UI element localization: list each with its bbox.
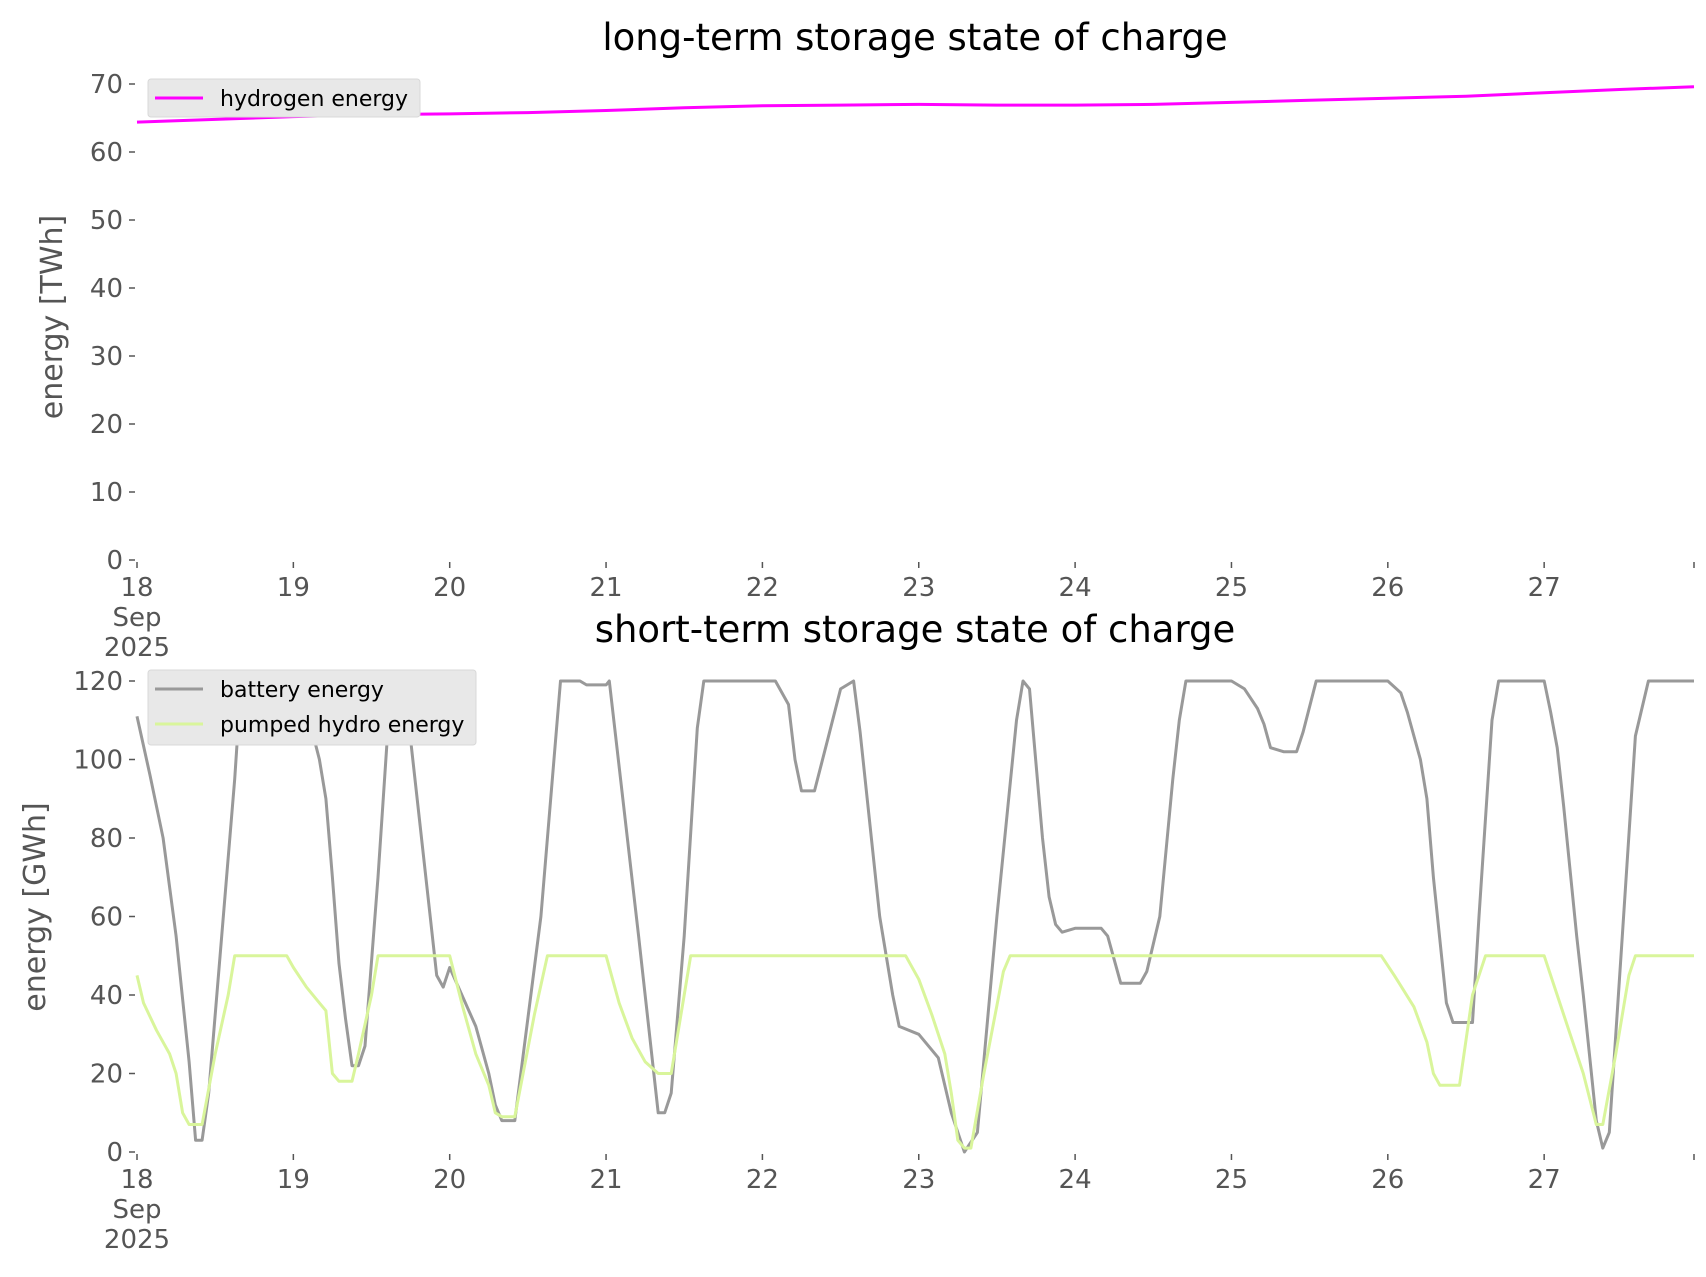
x-tick-label: 26 — [1371, 573, 1404, 603]
x-tick-label: 23 — [902, 573, 935, 603]
y-tick-label: 80 — [90, 824, 123, 854]
x-tick-label: 27 — [1528, 573, 1561, 603]
x-tick-label: 21 — [590, 1165, 623, 1195]
legend-label-pumped-hydro: pumped hydro energy — [220, 713, 464, 738]
y-tick-label: 10 — [90, 478, 123, 508]
y-tick-label: 40 — [90, 981, 123, 1011]
y-tick-label: 60 — [90, 138, 123, 168]
short-term-chart-panel: short-term storage state of charge energ… — [18, 608, 1695, 1255]
y-tick-label: 50 — [90, 206, 123, 236]
short-term-axes: 0 20 40 60 80 100 120 18 Sep 2025 19 20 21 22 23 24 25 26… — [73, 667, 1695, 1255]
x-tick-label: 19 — [277, 1165, 310, 1195]
x-tick-label: 22 — [746, 573, 779, 603]
y-tick-label: 70 — [90, 70, 123, 100]
x-tick-label: 20 — [433, 573, 466, 603]
x-tick-label: 20 — [433, 1165, 466, 1195]
short-term-chart-title: short-term storage state of charge — [595, 608, 1236, 651]
y-tick-label: 30 — [90, 342, 123, 372]
short-term-series-lines — [135, 679, 1694, 1154]
x-tick-label: 19 — [277, 573, 310, 603]
x-tick-label: 25 — [1215, 573, 1248, 603]
long-term-chart-panel: long-term storage state of charge energy… — [35, 16, 1695, 663]
y-tick-label: 100 — [73, 746, 123, 776]
short-term-legend-box — [147, 669, 477, 746]
x-tick-label: 27 — [1528, 1165, 1561, 1195]
x-tick-label: 18 Sep 2025 — [104, 1165, 170, 1255]
long-term-legend-box — [147, 78, 421, 118]
y-tick-label: 20 — [90, 410, 123, 440]
long-term-chart-title: long-term storage state of charge — [602, 16, 1227, 59]
x-tick-label: 21 — [590, 573, 623, 603]
long-term-y-axis-label: energy [TWh] — [35, 215, 70, 419]
x-tick-label: 23 — [902, 1165, 935, 1195]
y-tick-label: 120 — [73, 667, 123, 697]
x-tick-label: 22 — [746, 1165, 779, 1195]
series-line-pumped-hydro-energy — [135, 954, 1694, 1150]
legend-label-battery: battery energy — [220, 678, 384, 703]
x-tick-label: 18 Sep 2025 — [104, 573, 170, 663]
x-tick-label: 24 — [1059, 1165, 1092, 1195]
x-tick-label: 24 — [1059, 573, 1092, 603]
long-term-axes: 0 10 20 30 40 50 60 70 18 Sep 2025 19 20 21 22 23 24 25 26… — [90, 70, 1695, 663]
legend-label-hydrogen: hydrogen energy — [220, 87, 408, 112]
x-tick-label: 26 — [1371, 1165, 1404, 1195]
y-tick-label: 20 — [90, 1060, 123, 1090]
short-term-y-axis-label: energy [GWh] — [18, 802, 53, 1011]
long-term-legend: hydrogen energy — [147, 78, 421, 118]
short-term-legend: battery energy pumped hydro energy — [147, 669, 477, 746]
y-tick-label: 0 — [106, 546, 123, 576]
y-tick-label: 0 — [106, 1138, 123, 1168]
y-tick-label: 40 — [90, 274, 123, 304]
series-line-battery-energy — [135, 679, 1694, 1154]
x-tick-label: 25 — [1215, 1165, 1248, 1195]
y-tick-label: 60 — [90, 903, 123, 933]
